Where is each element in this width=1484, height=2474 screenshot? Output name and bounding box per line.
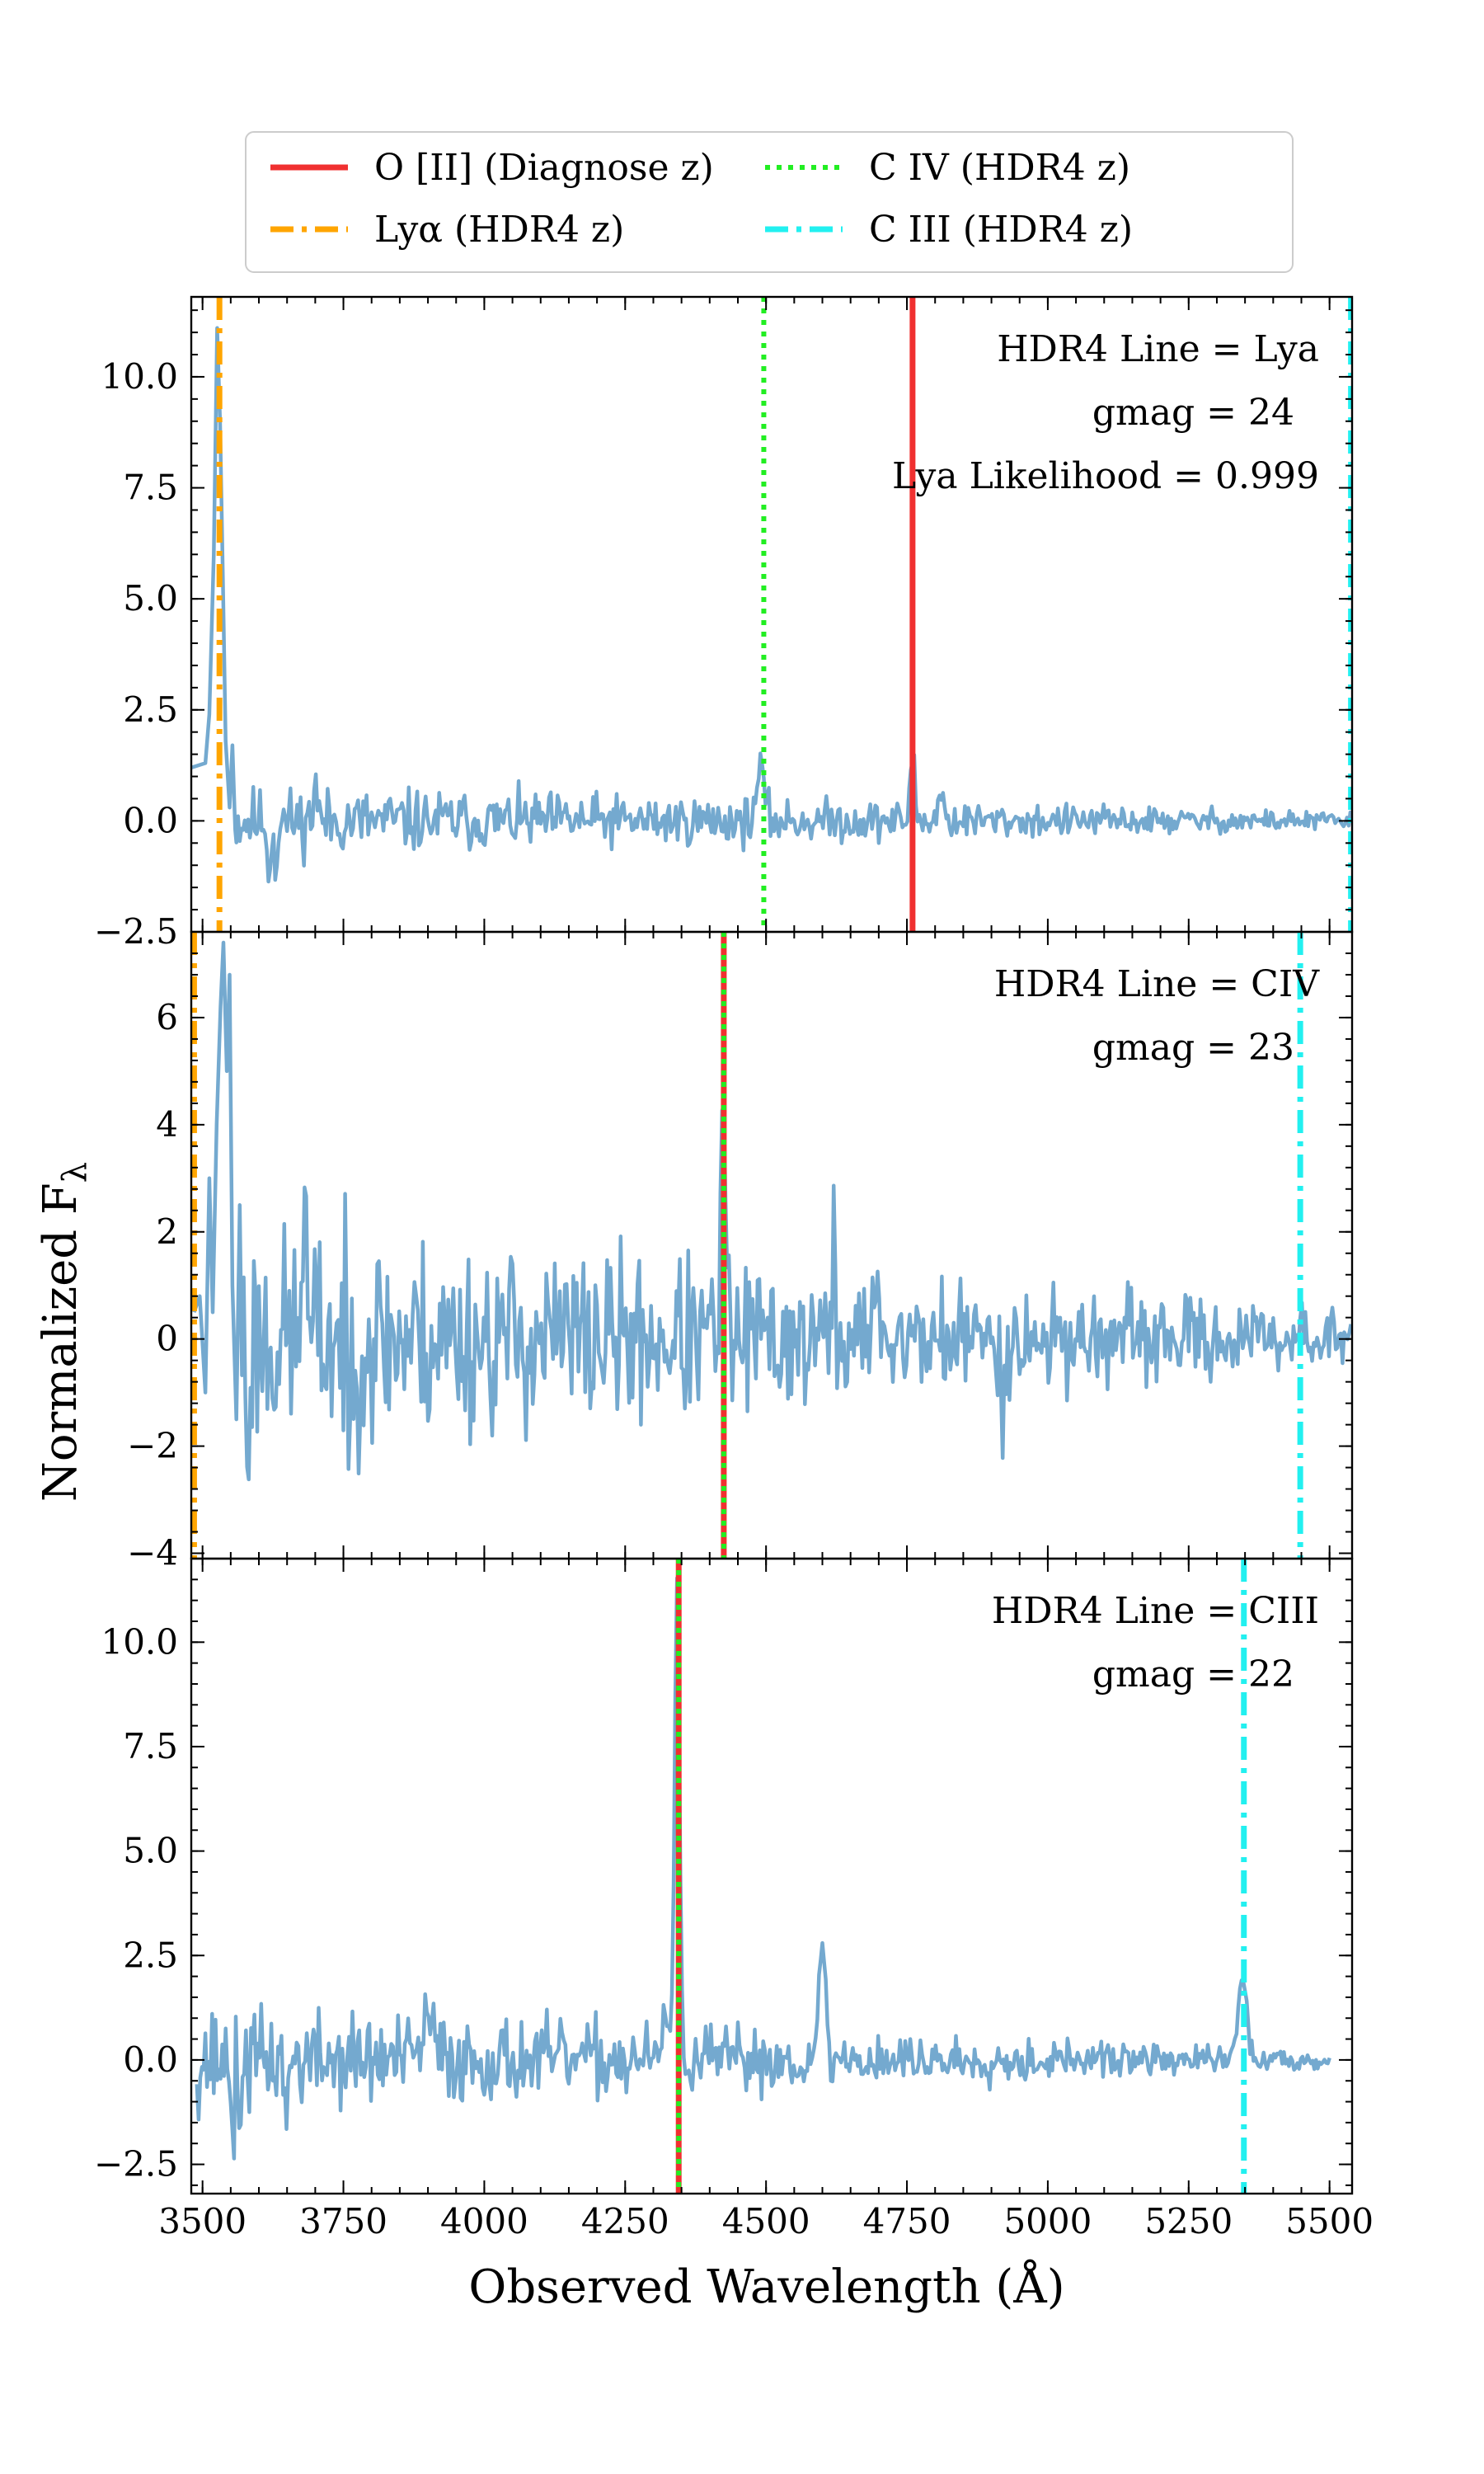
spectrum-line bbox=[195, 1576, 1331, 2161]
x-tick-labels: 3500 3750 4000 4250 4500 4750 5000 5250 5500 bbox=[158, 2201, 1374, 2241]
spectrum-line bbox=[192, 940, 1352, 1482]
spectrum-panels: −2.5 0.0 2.5 5.0 7.5 10.0 HDR4 Line = Lya gmag … bbox=[94, 295, 1374, 2241]
y-tick-label: −2.5 bbox=[94, 911, 178, 952]
legend-label: Lyα (HDR4 z) bbox=[374, 209, 624, 251]
panel-frame bbox=[190, 930, 1354, 1560]
y-tick-label: −4 bbox=[127, 1533, 178, 1573]
legend-box bbox=[245, 131, 1294, 273]
y-tick-label: 2 bbox=[156, 1211, 178, 1252]
panel-annotation: HDR4 Line = CIII bbox=[992, 1590, 1319, 1632]
y-tick-label: 7.5 bbox=[123, 1726, 178, 1766]
y-tick-label: 10.0 bbox=[101, 1621, 178, 1662]
x-tick-label: 4500 bbox=[722, 2201, 810, 2241]
panel-annotation: gmag = 24 bbox=[1092, 392, 1294, 434]
y-axis-label-subscript: λ bbox=[56, 1162, 94, 1183]
x-tick-label: 5000 bbox=[1003, 2201, 1092, 2241]
panel-annotation: gmag = 23 bbox=[1092, 1027, 1294, 1069]
panel-frame bbox=[190, 1557, 1354, 2195]
x-tick-label: 4250 bbox=[581, 2201, 669, 2241]
y-tick-label: 0.0 bbox=[123, 800, 178, 840]
panel-annotation: HDR4 Line = CIV bbox=[994, 963, 1320, 1005]
x-tick-label: 4000 bbox=[440, 2201, 528, 2241]
y-axis-label: Normalized Fλ bbox=[34, 1162, 94, 1502]
panel-annotation: HDR4 Line = Lya bbox=[997, 328, 1319, 370]
x-tick-label: 4750 bbox=[863, 2201, 951, 2241]
y-tick-label: −2.5 bbox=[94, 2144, 178, 2185]
y-tick-label: 7.5 bbox=[123, 468, 178, 508]
panel-1: −2.5 0.0 2.5 5.0 7.5 10.0 HDR4 Line = Lya gmag … bbox=[94, 295, 1354, 952]
legend-label: C III (HDR4 z) bbox=[869, 209, 1133, 251]
y-tick-label: 2.5 bbox=[123, 1935, 178, 1975]
y-tick-label: −2 bbox=[127, 1426, 178, 1466]
legend: O [II] (Diagnose z) C IV (HDR4 z) Lyα (HDR… bbox=[245, 131, 1294, 273]
y-tick-label: 4 bbox=[156, 1104, 178, 1145]
x-tick-label: 3750 bbox=[299, 2201, 387, 2241]
y-tick-label: 10.0 bbox=[101, 356, 178, 397]
x-tick-label: 5250 bbox=[1144, 2201, 1233, 2241]
panel-2: −4 −2 0 2 4 6 HDR4 Line = CIV gmag = 23 bbox=[127, 930, 1354, 1573]
y-tick-label: 6 bbox=[156, 997, 178, 1037]
y-tick-label: 0.0 bbox=[123, 2039, 178, 2080]
x-tick-label: 3500 bbox=[158, 2201, 247, 2241]
y-tick-label: 0 bbox=[156, 1319, 178, 1359]
panel-3: −2.5 0.0 2.5 5.0 7.5 10.0 HDR4 Line = CIII gmag… bbox=[94, 1557, 1354, 2195]
x-tick-label: 5500 bbox=[1285, 2201, 1374, 2241]
panel-annotation: gmag = 22 bbox=[1092, 1653, 1294, 1696]
panel-annotation: Lya Likelihood = 0.999 bbox=[892, 455, 1319, 497]
y-tick-label: 5.0 bbox=[123, 578, 178, 618]
y-tick-label: 5.0 bbox=[123, 1831, 178, 1871]
legend-label: C IV (HDR4 z) bbox=[869, 147, 1130, 189]
legend-label: O [II] (Diagnose z) bbox=[374, 147, 714, 189]
x-axis-label: Observed Wavelength (Å) bbox=[468, 2259, 1064, 2314]
y-tick-label: 2.5 bbox=[123, 689, 178, 730]
spectrum-line bbox=[191, 326, 1352, 884]
